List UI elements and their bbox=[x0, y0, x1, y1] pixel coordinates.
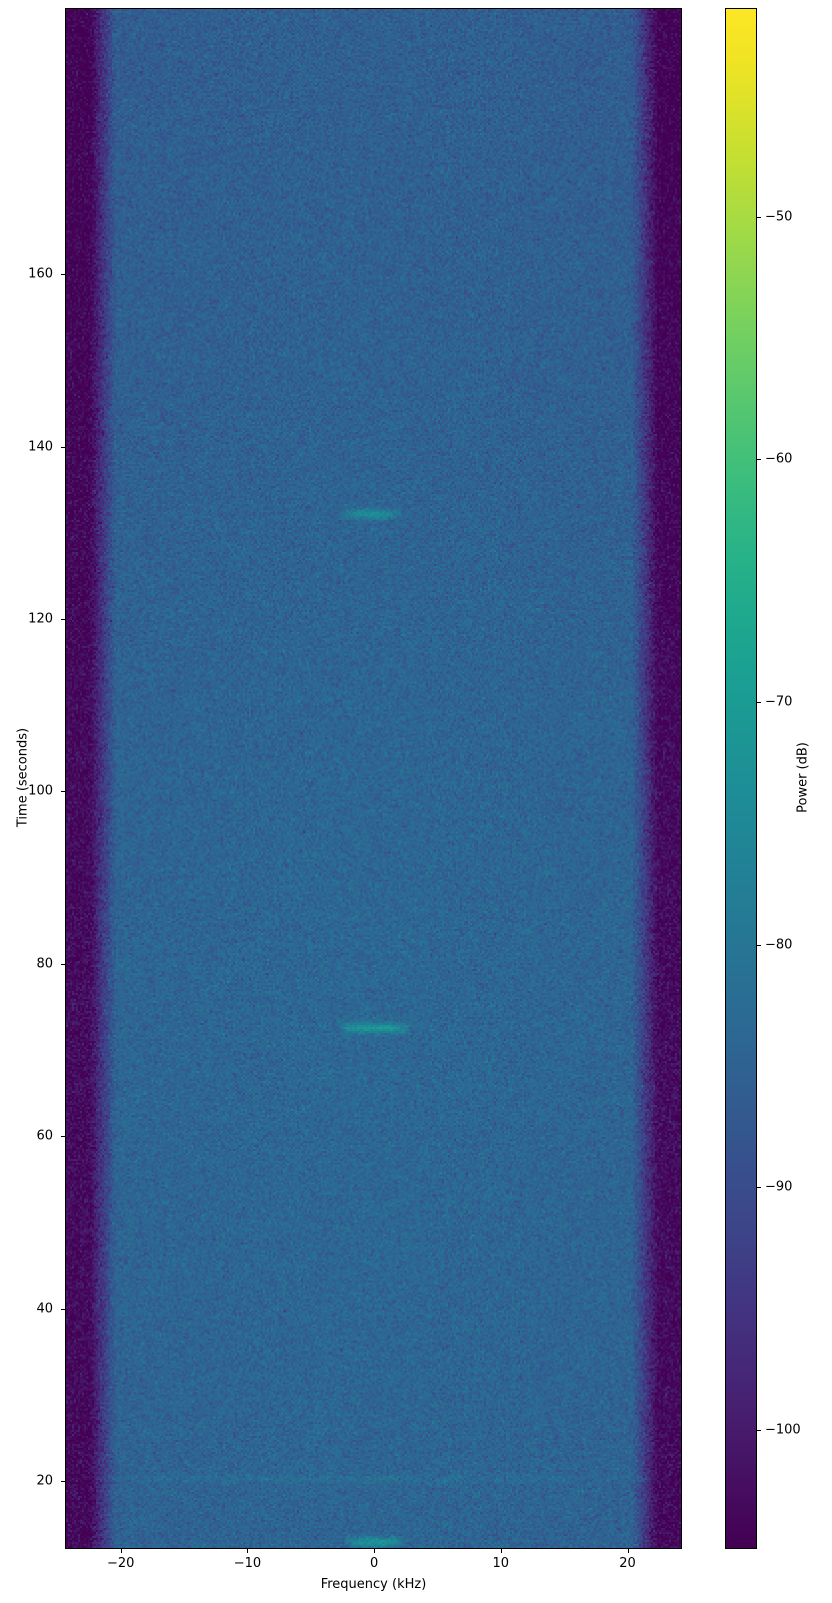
y-axis-tick-label: 100 bbox=[28, 783, 53, 799]
x-axis-tick-mark bbox=[247, 1549, 249, 1553]
colorbar-tick-label: −60 bbox=[765, 451, 793, 467]
y-axis-tick-mark bbox=[61, 1480, 65, 1482]
y-axis-tick-label: 60 bbox=[36, 1128, 53, 1144]
colorbar-gradient bbox=[726, 9, 756, 1548]
x-axis-tick-label: −10 bbox=[233, 1556, 262, 1571]
x-axis-tick-label: 0 bbox=[369, 1556, 379, 1571]
y-axis-title: Time (seconds) bbox=[15, 727, 31, 828]
colorbar-tick-label: −70 bbox=[765, 694, 793, 710]
colorbar-tick-mark bbox=[757, 1430, 761, 1432]
x-axis-tick-label: 10 bbox=[492, 1556, 510, 1571]
y-axis-tick-label: 120 bbox=[28, 611, 53, 627]
y-axis-tick-label: 80 bbox=[36, 956, 53, 972]
colorbar-tick-label: −100 bbox=[765, 1422, 801, 1438]
x-axis-tick-mark bbox=[120, 1549, 122, 1553]
y-axis-tick-mark bbox=[61, 1136, 65, 1138]
x-axis-title: Frequency (kHz) bbox=[320, 1577, 427, 1592]
y-axis-tick-mark bbox=[61, 619, 65, 621]
colorbar-tick-mark bbox=[757, 1187, 761, 1189]
colorbar-tick-mark bbox=[757, 216, 761, 218]
spectrogram-image bbox=[66, 9, 681, 1548]
x-axis-tick-label: 20 bbox=[619, 1556, 636, 1571]
colorbar-tick-mark bbox=[757, 702, 761, 704]
y-axis-tick-label: 140 bbox=[28, 439, 53, 455]
colorbar-tick-mark bbox=[757, 459, 761, 461]
x-axis-tick-label: −20 bbox=[107, 1556, 135, 1571]
spectrogram-axes bbox=[65, 8, 682, 1549]
y-axis-tick-mark bbox=[61, 446, 65, 448]
x-axis-tick-mark bbox=[627, 1549, 629, 1553]
y-axis-tick-mark bbox=[61, 274, 65, 276]
y-axis-tick-label: 40 bbox=[36, 1301, 53, 1317]
colorbar bbox=[725, 8, 757, 1549]
colorbar-title: Power (dB) bbox=[795, 742, 811, 813]
colorbar-tick-label: −80 bbox=[765, 937, 793, 953]
y-axis-tick-mark bbox=[61, 791, 65, 793]
y-axis-tick-label: 20 bbox=[36, 1473, 53, 1489]
x-axis-tick-mark bbox=[374, 1549, 376, 1553]
y-axis-tick-mark bbox=[61, 963, 65, 965]
colorbar-tick-label: −50 bbox=[765, 209, 793, 225]
x-axis-tick-mark bbox=[500, 1549, 502, 1553]
colorbar-tick-label: −90 bbox=[765, 1179, 793, 1195]
y-axis-tick-label: 160 bbox=[28, 266, 53, 282]
colorbar-tick-mark bbox=[757, 944, 761, 946]
y-axis-tick-mark bbox=[61, 1308, 65, 1310]
